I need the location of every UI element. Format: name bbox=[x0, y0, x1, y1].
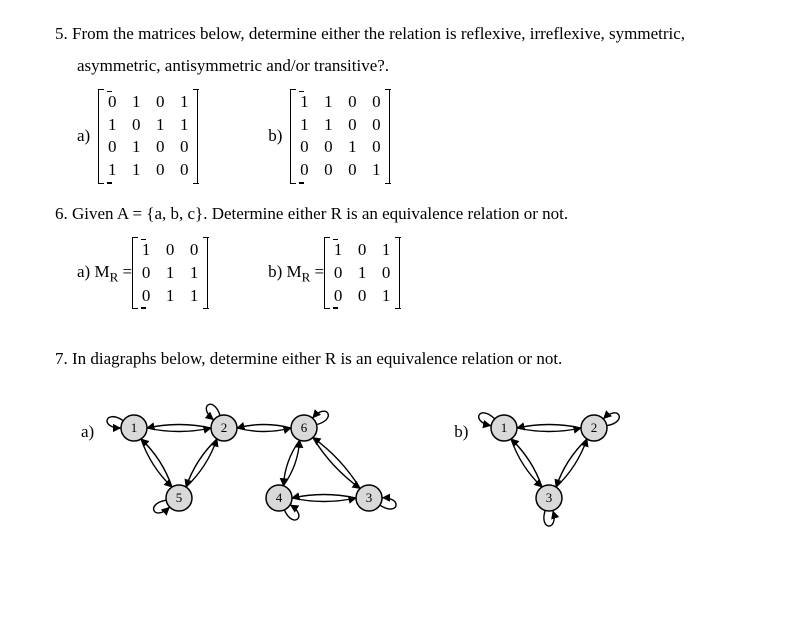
q6-b-label: b) MR = bbox=[268, 256, 324, 290]
q6-text: 6. Given A = {a, b, c}. Determine either… bbox=[55, 198, 751, 230]
q5-a-label: a) bbox=[77, 120, 90, 152]
q6-matrix-b: 101010001 bbox=[324, 237, 400, 310]
svg-text:2: 2 bbox=[591, 420, 598, 435]
q5-b-label: b) bbox=[268, 120, 282, 152]
q5-matrix-a: 0101101101001100 bbox=[98, 89, 198, 185]
svg-text:3: 3 bbox=[366, 490, 373, 505]
svg-text:3: 3 bbox=[546, 490, 553, 505]
digraph-b: 1 2 3 bbox=[474, 388, 629, 538]
q6-matrices: a) MR = 100011011 b) MR = 101010001 bbox=[55, 237, 751, 310]
q5-matrices: a) 0101101101001100 b) 1100110000100001 bbox=[55, 89, 751, 185]
q6-matrix-a: 100011011 bbox=[132, 237, 208, 310]
svg-text:1: 1 bbox=[501, 420, 508, 435]
svg-text:2: 2 bbox=[221, 420, 228, 435]
q7-a-label: a) bbox=[81, 416, 94, 448]
q7-graphs: a) 1 2 5 6 4 3 b) 1 2 3 bbox=[55, 388, 751, 538]
question-5: 5. From the matrices below, determine ei… bbox=[55, 18, 751, 184]
q5-text-2: asymmetric, antisymmetric and/or transit… bbox=[55, 50, 751, 82]
q5-matrix-b: 1100110000100001 bbox=[290, 89, 390, 185]
svg-text:6: 6 bbox=[301, 420, 308, 435]
q6-a-label: a) MR = bbox=[77, 256, 132, 290]
q7-text: 7. In diagraphs below, determine either … bbox=[55, 343, 751, 375]
q5-text-1: 5. From the matrices below, determine ei… bbox=[55, 18, 751, 50]
question-6: 6. Given A = {a, b, c}. Determine either… bbox=[55, 198, 751, 309]
svg-text:4: 4 bbox=[276, 490, 283, 505]
svg-text:5: 5 bbox=[176, 490, 183, 505]
digraph-a: 1 2 5 6 4 3 bbox=[104, 388, 404, 538]
q7-b-label: b) bbox=[454, 416, 468, 448]
question-7: 7. In diagraphs below, determine either … bbox=[55, 343, 751, 537]
svg-text:1: 1 bbox=[131, 420, 138, 435]
